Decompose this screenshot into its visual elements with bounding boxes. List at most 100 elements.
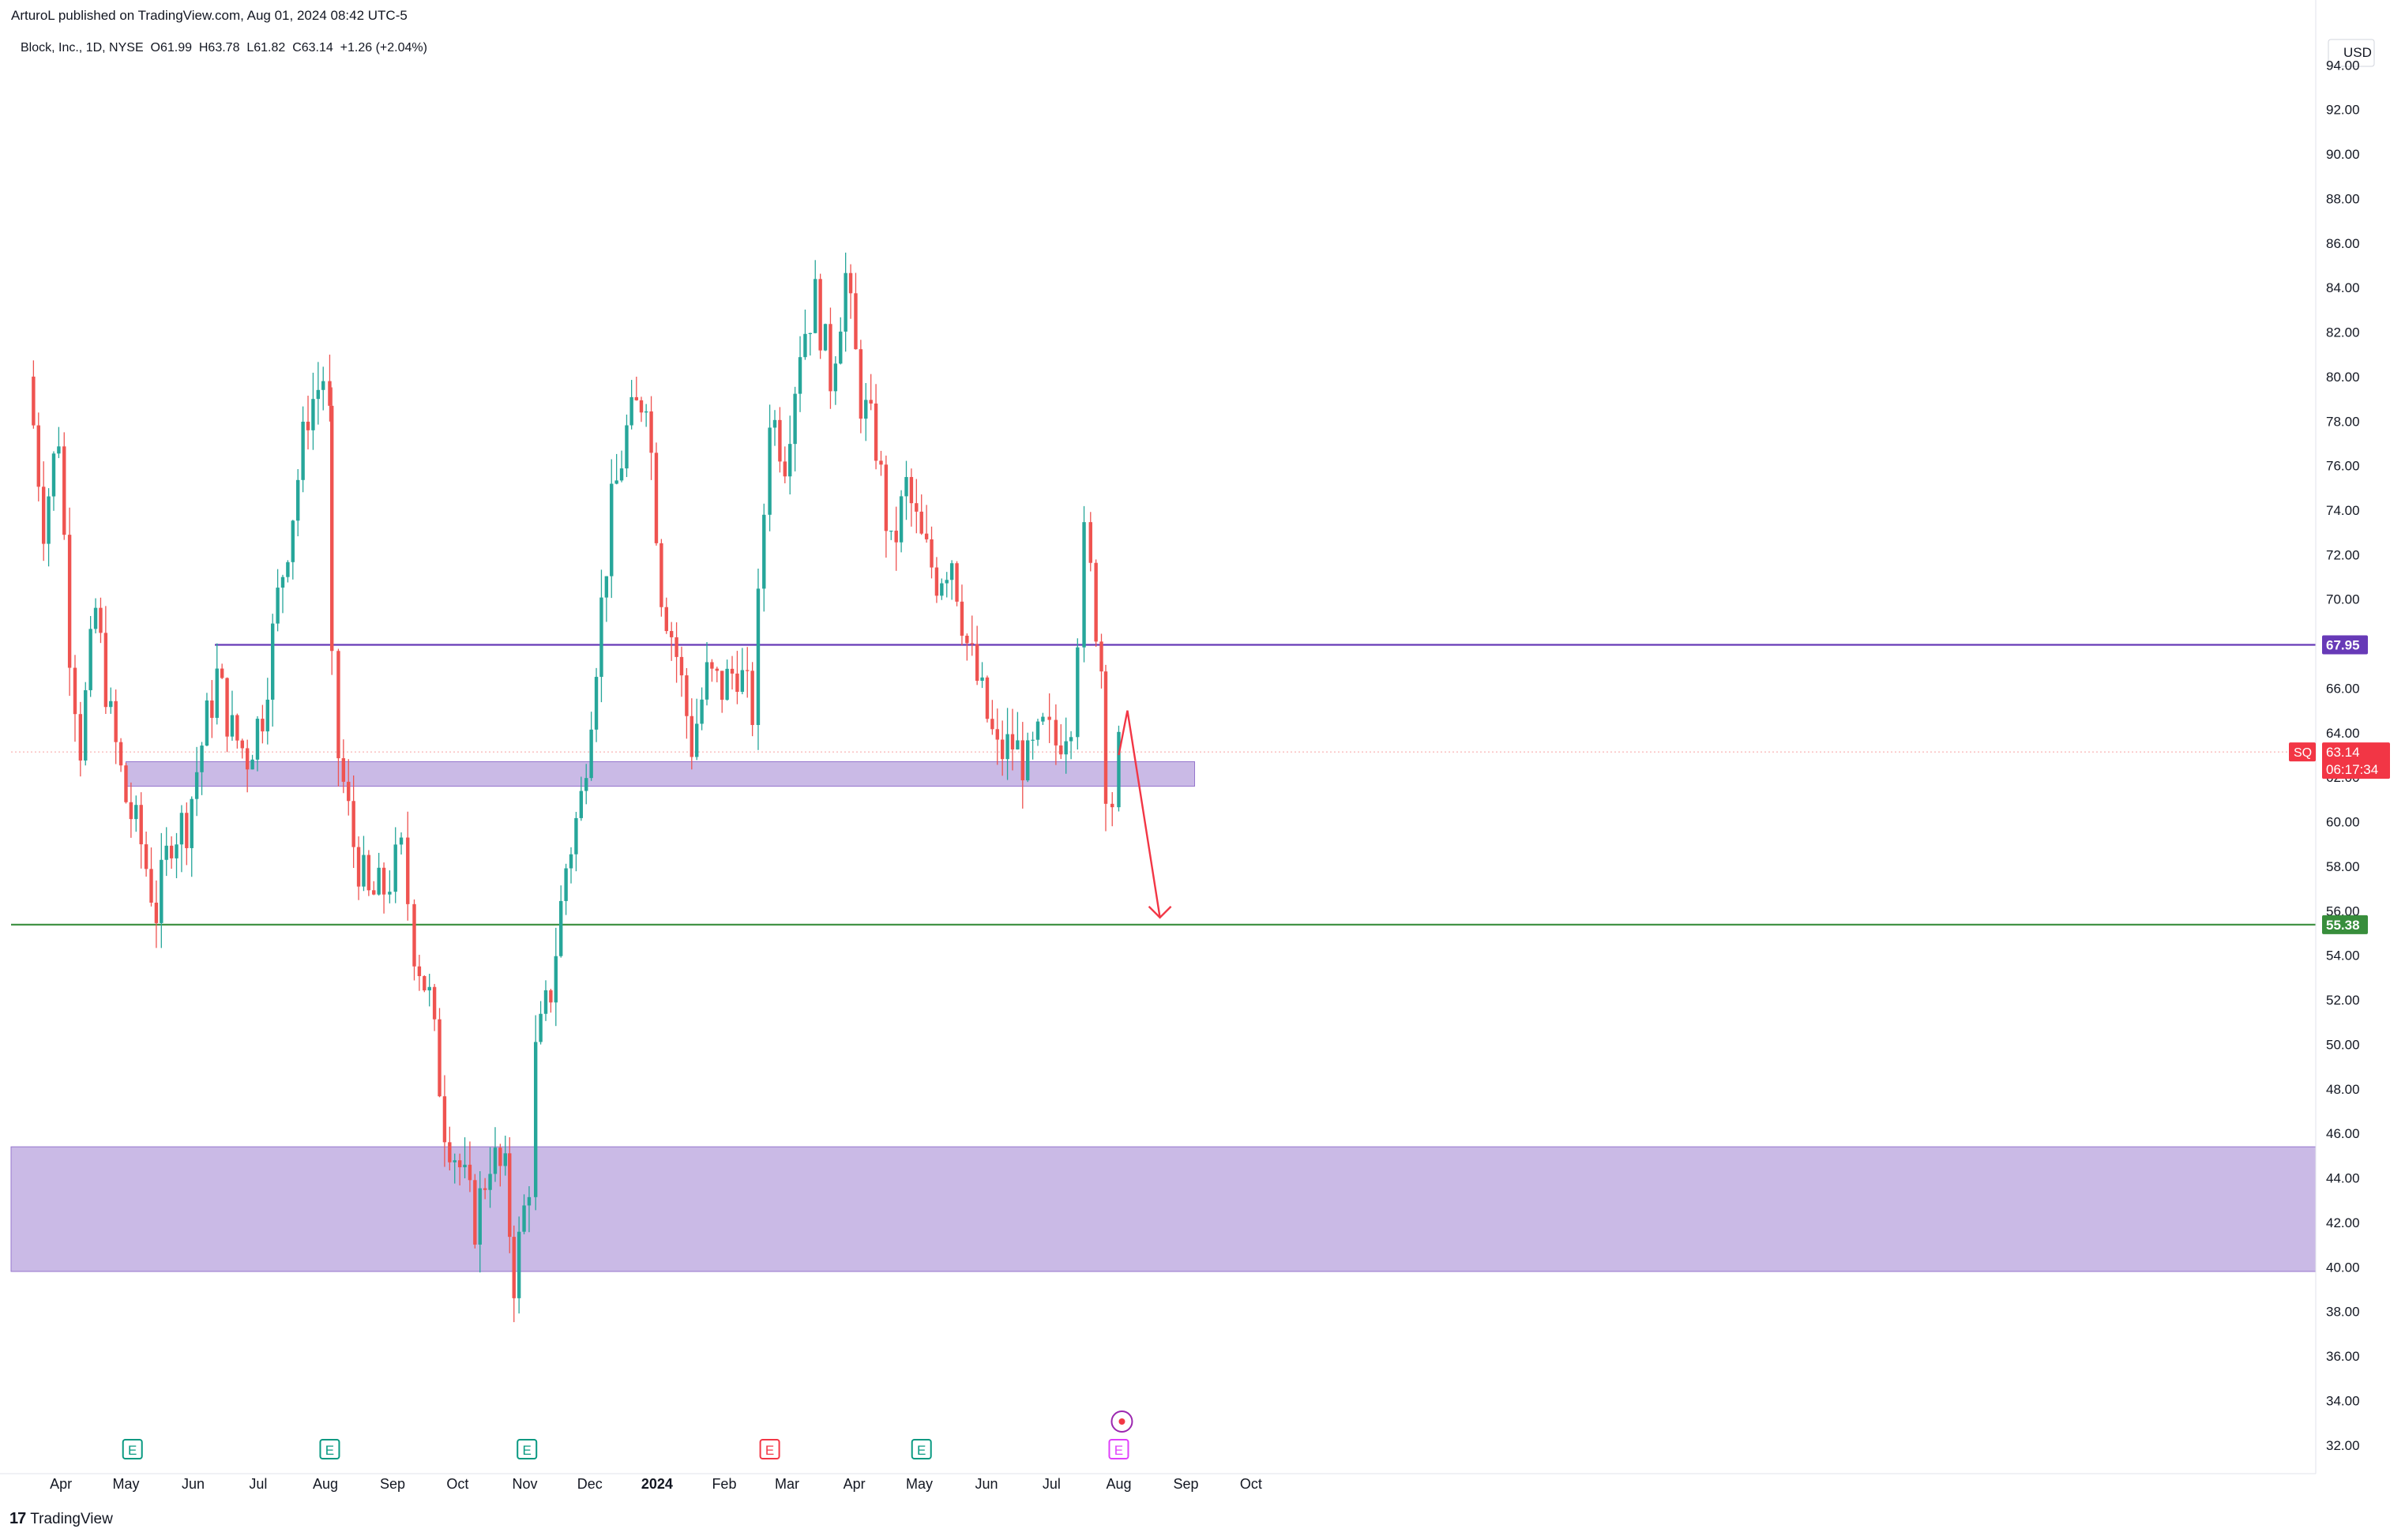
candle-body	[848, 272, 853, 294]
candle-body	[255, 719, 260, 760]
candle-body	[654, 453, 659, 543]
candle-body	[899, 496, 904, 543]
x-tick-label: Aug	[1106, 1476, 1131, 1492]
candle-body	[750, 670, 754, 726]
candle-body	[823, 324, 828, 351]
candle-body	[788, 444, 792, 477]
candle-body	[235, 715, 239, 741]
earnings-marker[interactable]	[319, 1439, 340, 1459]
candle-body	[57, 446, 61, 454]
last-price-label: 63.14	[2326, 745, 2360, 760]
candle-body	[808, 332, 813, 335]
tradingview-logo[interactable]: 17 TradingView	[9, 1510, 113, 1528]
currency-label[interactable]: USD	[2343, 45, 2372, 60]
x-tick-label: Nov	[512, 1476, 537, 1492]
candle-body	[169, 845, 174, 858]
candle-body	[1076, 647, 1080, 738]
candle-body	[694, 723, 699, 757]
currency-button[interactable]	[2328, 39, 2375, 67]
y-tick-label: 40.00	[2326, 1260, 2360, 1275]
candle-body	[250, 759, 254, 770]
candle-body	[859, 349, 863, 419]
candle-body	[839, 331, 843, 364]
candle-body	[124, 765, 128, 802]
x-tick-label: Dec	[577, 1476, 603, 1492]
dividend-icon-dot	[1118, 1418, 1125, 1425]
candle-body	[549, 990, 553, 1003]
lower-zone[interactable]	[10, 1146, 2317, 1272]
earnings-marker[interactable]	[122, 1439, 143, 1459]
y-tick-label: 92.00	[2326, 103, 2360, 118]
x-tick-label: May	[906, 1476, 933, 1492]
candle-body	[67, 535, 72, 668]
y-tick-label: 70.00	[2326, 592, 2360, 607]
candle-body	[740, 670, 745, 692]
candle-body	[261, 719, 265, 732]
candle-body	[919, 511, 923, 534]
y-tick-label: 34.00	[2326, 1393, 2360, 1408]
candle-body	[730, 668, 735, 674]
candle-body	[725, 668, 729, 701]
candle-body	[498, 1147, 502, 1166]
candle-body	[778, 419, 782, 462]
publisher-header: ArturoL published on TradingView.com, Au…	[11, 8, 408, 23]
candle-body	[457, 1160, 462, 1168]
candle-body	[399, 837, 404, 845]
candle-body	[762, 514, 766, 589]
candle-body	[473, 1180, 477, 1245]
candle-body	[644, 411, 648, 413]
y-tick-label: 78.00	[2326, 414, 2360, 429]
candle-body	[1010, 734, 1015, 749]
candle-body	[356, 847, 361, 887]
earnings-marker[interactable]	[911, 1439, 932, 1459]
x-tick-label: Jul	[249, 1476, 267, 1492]
x-tick-label: Aug	[313, 1476, 338, 1492]
candle-body	[301, 421, 305, 480]
y-tick-label: 48.00	[2326, 1082, 2360, 1097]
candle-body	[1054, 719, 1058, 746]
candle-body	[47, 496, 51, 544]
y-tick-label: 74.00	[2326, 503, 2360, 518]
y-tick-label: 36.00	[2326, 1349, 2360, 1364]
earnings-marker-label: E	[325, 1443, 334, 1458]
candle-body	[377, 867, 381, 895]
candle-body	[503, 1153, 507, 1166]
candle-body	[990, 719, 994, 730]
y-tick-label: 76.00	[2326, 459, 2360, 474]
candle-body	[478, 1188, 482, 1245]
candle-body	[1099, 641, 1103, 672]
support-price-tag	[2322, 915, 2368, 934]
candle-body	[768, 427, 772, 515]
candle-body	[200, 746, 204, 772]
earnings-marker[interactable]	[517, 1439, 538, 1459]
earnings-marker[interactable]	[759, 1439, 780, 1459]
candle-body	[579, 791, 584, 818]
y-tick-label: 46.00	[2326, 1126, 2360, 1141]
candle-body	[129, 802, 133, 820]
y-tick-label: 42.00	[2326, 1215, 2360, 1230]
candle-body	[564, 868, 568, 901]
candle-body	[225, 678, 229, 737]
projection-arrow[interactable]	[1118, 710, 1161, 918]
candle-body	[629, 396, 633, 426]
candle-body	[41, 486, 46, 544]
y-tick-label: 44.00	[2326, 1171, 2360, 1186]
candle-body	[351, 801, 355, 847]
candle-body	[205, 700, 209, 746]
candle-body	[904, 477, 908, 497]
candle-body	[594, 677, 599, 730]
candle-body	[341, 758, 346, 782]
candle-body	[970, 643, 974, 644]
candle-body	[980, 677, 984, 682]
candle-body	[393, 844, 397, 892]
candle-body	[93, 607, 98, 629]
bar-countdown-label: 06:17:34	[2326, 762, 2378, 777]
candle-body	[508, 1153, 512, 1238]
candle-body	[854, 293, 858, 350]
candle-body	[599, 597, 603, 678]
earnings-marker[interactable]	[1108, 1439, 1129, 1459]
upper-zone[interactable]	[125, 761, 1196, 787]
candle-body	[833, 363, 838, 392]
projection-arrow-head	[1148, 905, 1172, 919]
